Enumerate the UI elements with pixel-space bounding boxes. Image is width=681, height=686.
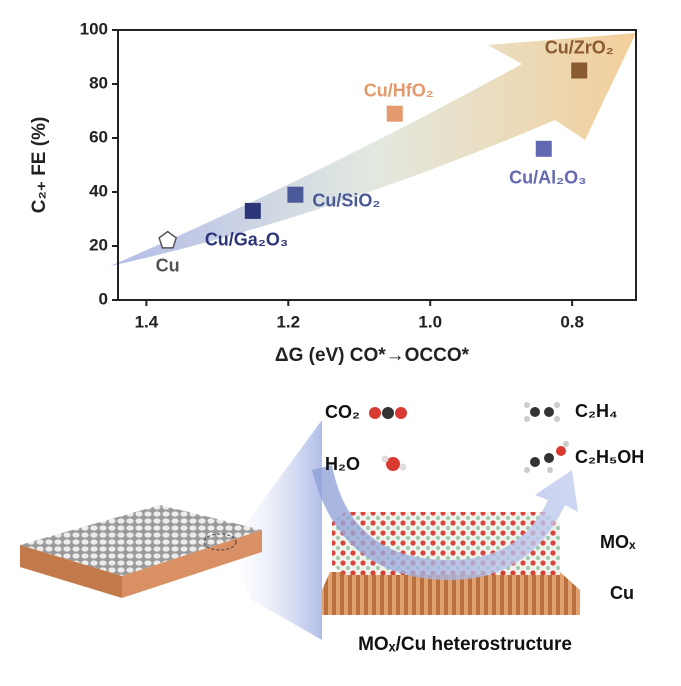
point-label: Cu (156, 255, 180, 275)
catalyst-surface (20, 505, 262, 576)
y-tick-label: 40 (89, 181, 108, 200)
y-tick-label: 20 (89, 235, 108, 254)
product-label: C₂H₅OH (575, 447, 644, 467)
reactant-label: H₂O (325, 454, 360, 474)
plot-frame (117, 29, 637, 301)
layer-label: Cu (610, 583, 634, 603)
point-label: Cu/Al₂O₃ (509, 168, 586, 188)
slab-front (122, 530, 262, 598)
layer-label: MOₓ (600, 532, 636, 552)
point-label: Cu/Ga₂O₃ (205, 230, 288, 250)
product-label: C₂H₄ (575, 401, 618, 421)
caption: MOₓ/Cu heterostructure (358, 634, 572, 655)
illustration (20, 402, 580, 640)
slab-side (20, 545, 122, 598)
h2o-molecule (381, 455, 407, 471)
data-point (287, 186, 304, 203)
zoom-ring (203, 533, 237, 551)
data-point (571, 62, 588, 79)
cu-rods (322, 572, 580, 615)
c2h4-molecule (524, 402, 560, 422)
point-label: Cu/SiO₂ (312, 190, 380, 210)
trend-arrow (110, 33, 636, 266)
data-point (386, 105, 403, 122)
y-tick-label: 0 (99, 289, 108, 308)
y-tick-label: 60 (89, 127, 108, 146)
zoom-funnel (228, 420, 322, 640)
c2h5oh-molecule (524, 441, 569, 473)
reaction-flow (312, 465, 578, 580)
data-point (244, 202, 261, 219)
y-axis-label: C₂₊ FE (%) (29, 117, 50, 214)
data-point (158, 230, 178, 249)
x-axis-label: ΔG (eV) CO*→OCCO* (275, 345, 470, 366)
reactant-label: CO₂ (325, 402, 360, 422)
x-tick-label: 1.0 (418, 312, 442, 331)
point-label: Cu/ZrO₂ (545, 37, 614, 57)
x-tick-label: 0.8 (560, 312, 584, 331)
co2-molecule (369, 407, 407, 419)
data-point (535, 140, 552, 157)
chart: 0 20 40 60 80 100 1.4 1.2 1.0 0.8 Cu Cu/Ga₂O₃ Cu/SiO… (80, 19, 637, 331)
y-tick-label: 80 (89, 73, 108, 92)
x-tick-label: 1.2 (276, 312, 300, 331)
x-tick-label: 1.4 (135, 312, 159, 331)
y-tick-label: 100 (80, 19, 108, 38)
point-label: Cu/HfO₂ (364, 80, 434, 100)
